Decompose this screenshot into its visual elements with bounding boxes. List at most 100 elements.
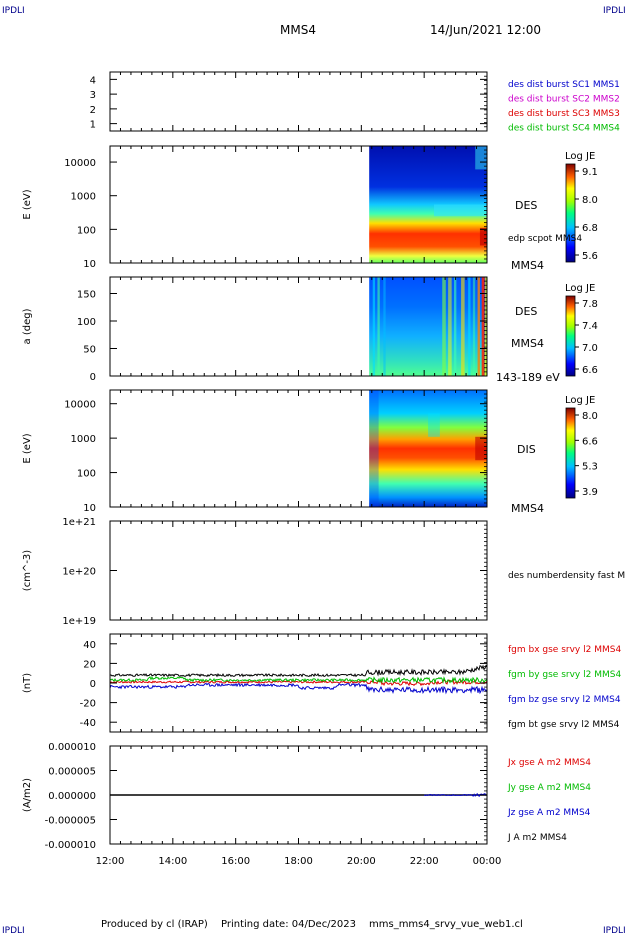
date-time-title: 14/Jun/2021 12:00 <box>430 23 542 37</box>
legend-entry: des dist burst SC4 MMS4 <box>508 124 620 134</box>
colorbar-tick-label: 5.3 <box>582 462 598 473</box>
bt-trace <box>109 664 488 678</box>
time-tick-label: 00:00 <box>473 856 502 867</box>
colorbar <box>565 295 576 377</box>
y-axis-label: E (eV) <box>22 433 33 463</box>
y-tick-label: -20 <box>80 699 96 710</box>
spacecraft-title: MMS4 <box>280 23 316 37</box>
spectrogram-cell <box>372 277 376 376</box>
legend-entry: fgm bz gse srvy l2 MMS4 <box>508 695 621 705</box>
colorbar-tick-label: 6.6 <box>582 436 598 447</box>
y-tick-label: 0.000010 <box>48 742 96 753</box>
legend-entry: edp scpot MMS4 <box>508 234 582 244</box>
energy-range-label: 143-189 eV <box>496 371 560 384</box>
y-tick-label: 150 <box>77 290 96 301</box>
y-tick-label: 1e+21 <box>62 517 96 528</box>
spectrogram-cell <box>442 277 446 376</box>
y-tick-label: 100 <box>77 225 96 236</box>
spectrogram-cell <box>377 277 380 376</box>
legend-entry: fgm bx gse srvy l2 MMS4 <box>508 645 621 655</box>
footer-produced-by: Produced by cl (IRAP) <box>101 919 208 930</box>
y-tick-label: 3 <box>90 90 96 101</box>
colorbar-tick-label: 7.4 <box>582 321 598 332</box>
spacecraft-label: MMS4 <box>511 259 544 272</box>
time-tick-label: 22:00 <box>410 856 439 867</box>
colorbar-tick-label: 6.6 <box>582 365 598 376</box>
colorbar-tick-label: 5.6 <box>582 251 598 262</box>
by-trace <box>109 676 488 685</box>
instrument-label: DES <box>515 305 537 318</box>
time-tick-label: 18:00 <box>284 856 313 867</box>
colorbar-title: Log JE <box>565 283 595 294</box>
legend-entry: Jy gse A m2 MMS4 <box>507 783 591 793</box>
colorbar-tick-label: 9.1 <box>582 167 598 178</box>
y-tick-label: 0 <box>90 679 96 690</box>
spectrogram-cell <box>428 413 440 437</box>
y-tick-label: 1 <box>90 120 96 131</box>
time-tick-label: 16:00 <box>221 856 250 867</box>
spectrogram-cell <box>433 204 487 217</box>
bx-trace <box>109 679 488 687</box>
y-tick-label: 1000 <box>71 192 96 203</box>
colorbar-tick-label: 8.0 <box>582 195 598 206</box>
y-tick-label: 100 <box>77 317 96 328</box>
y-axis-label: (nT) <box>22 673 33 693</box>
corner-label-top-left: IPDLI <box>2 6 25 16</box>
panel-frame <box>109 71 488 132</box>
y-tick-label: 100 <box>77 469 96 480</box>
spectrogram-cell <box>475 436 487 461</box>
colorbar-tick-label: 7.0 <box>582 343 598 354</box>
y-axis-label: (A/m2) <box>22 778 33 812</box>
spectrogram-cell <box>454 277 457 376</box>
panel-frame <box>109 520 488 621</box>
colorbar-title: Log JE <box>565 395 595 406</box>
colorbar <box>565 163 576 263</box>
spectrogram-cell <box>481 277 485 376</box>
y-tick-label: 0.000005 <box>48 767 96 778</box>
y-tick-label: 1e+19 <box>62 616 96 627</box>
legend-entry: fgm bt gse srvy l2 MMS4 <box>508 720 620 730</box>
spectrogram-cell <box>383 277 386 376</box>
corner-label-bottom-right: IPDLI <box>603 926 626 936</box>
jz-trace <box>423 792 487 798</box>
y-tick-label: 0 <box>90 372 96 383</box>
bz-trace <box>109 682 488 695</box>
legend-entry: des dist burst SC3 MMS3 <box>508 109 620 119</box>
footer-file: mms_mms4_srvy_vue_web1.cl <box>369 919 523 930</box>
y-tick-label: 10 <box>83 503 96 514</box>
y-tick-label: 4 <box>90 75 96 86</box>
legend-entry: Jz gse A m2 MMS4 <box>507 808 591 818</box>
y-tick-label: 50 <box>83 345 96 356</box>
y-tick-label: 10000 <box>64 400 96 411</box>
legend-entry: des dist burst SC2 MMS2 <box>508 95 620 105</box>
instrument-label: DES <box>515 199 537 212</box>
legend-entry: Jx gse A m2 MMS4 <box>507 758 591 768</box>
spectrogram-cell <box>468 277 471 376</box>
y-axis-label: (cm^-3) <box>22 550 33 591</box>
spectrogram-cell <box>475 146 487 170</box>
colorbar-tick-label: 7.8 <box>582 299 598 310</box>
colorbar-title: Log JE <box>565 151 595 162</box>
spectrogram-cell <box>479 227 487 246</box>
y-tick-label: 10000 <box>64 158 96 169</box>
y-axis-label: a (deg) <box>22 308 33 344</box>
y-tick-label: 1000 <box>71 434 96 445</box>
corner-label-bottom-left: IPDLI <box>2 926 25 936</box>
y-tick-label: 40 <box>83 640 96 651</box>
y-tick-label: -40 <box>80 718 96 729</box>
legend-entry: J A m2 MMS4 <box>507 833 567 843</box>
legend-entry: des numberdensity fast M <box>508 571 625 581</box>
spectrogram-band <box>369 390 487 507</box>
y-tick-label: 2 <box>90 105 96 116</box>
corner-label-top-right: IPDLI <box>603 6 626 16</box>
colorbar-tick-label: 8.0 <box>582 411 598 422</box>
y-axis-label: E (eV) <box>22 189 33 219</box>
colorbar-tick-label: 6.8 <box>582 223 598 234</box>
y-tick-label: -0.000010 <box>45 840 96 851</box>
footer-printing-date: Printing date: 04/Dec/2023 <box>221 919 357 930</box>
y-tick-label: -0.000005 <box>45 816 96 827</box>
y-tick-label: 20 <box>83 659 96 670</box>
y-tick-label: 0.000000 <box>48 791 96 802</box>
legend-entry: fgm by gse srvy l2 MMS4 <box>508 670 621 680</box>
